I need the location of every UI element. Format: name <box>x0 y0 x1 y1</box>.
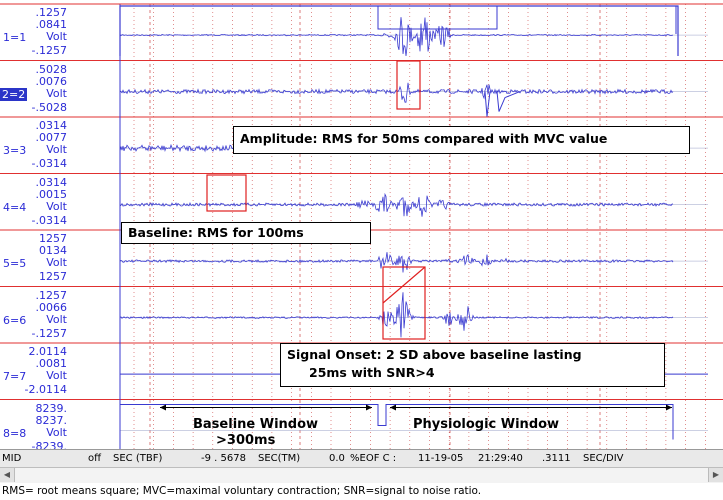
channel-scale-mid: 0134 <box>39 244 67 257</box>
amplitude-annotation: Amplitude: RMS for 50ms compared with MV… <box>233 126 690 154</box>
channel-number[interactable]: 3=3 <box>3 144 27 157</box>
channel-scale-unit: Volt <box>46 30 67 43</box>
channel-scale-unit: Volt <box>46 199 67 213</box>
channel-scale-bottom: 1257 <box>39 270 67 283</box>
channel-scale-bottom: -.0314 <box>31 157 67 170</box>
channel-scale-top: .0314 <box>35 175 68 189</box>
channel-scale-unit: Volt <box>46 86 67 100</box>
channel-label-7: 2.0114.0081 Volt -2.0114 7=7 <box>0 343 115 400</box>
channel-scale-unit: Volt <box>46 256 67 269</box>
arrow-right-head <box>666 404 672 411</box>
channel-scale-bottom: -.0314 <box>31 213 67 227</box>
channel-scale-mid: 8237. <box>35 413 68 427</box>
channel-scale-top: 2.0114 <box>28 345 68 358</box>
channel-number[interactable]: 2=2 <box>0 87 28 101</box>
channel-scale-mid: .0076 <box>35 74 68 88</box>
channel-scale-top: .1257 <box>35 288 68 302</box>
channel-scale-bottom: -2.0114 <box>24 383 67 396</box>
physiologic-window-label: Physiologic Window <box>413 417 559 432</box>
status-date: 11-19-05 <box>418 453 464 464</box>
step-pulse <box>377 6 498 30</box>
channel-number[interactable]: 6=6 <box>3 313 27 327</box>
status-time-base: SEC (TBF) <box>113 453 163 464</box>
channel-label-1: .1257.0841 Volt -.1257 1=1 <box>0 4 115 61</box>
emg-trace-plot[interactable] <box>0 0 723 449</box>
baseline-annotation-text: Baseline: RMS for 100ms <box>128 225 304 240</box>
window-marker-trace <box>119 404 674 440</box>
baseline-window-text-line2: >300ms <box>216 433 276 448</box>
channel-scale-mid: .0081 <box>35 357 68 370</box>
channel-number[interactable]: 4=4 <box>3 200 27 214</box>
arrow-left-head <box>390 404 396 411</box>
channel-scale-unit: Volt <box>46 425 67 439</box>
channel-scale-bottom: -.1257 <box>31 44 67 57</box>
channel-scale-mid: .0066 <box>35 300 68 314</box>
channel-label-8: 8239. 8237. Volt -8239. 8=8 <box>0 400 115 457</box>
horizontal-scrollbar[interactable]: ◀ ▶ <box>0 467 723 483</box>
arrow-right-head <box>366 404 372 411</box>
channel-scale-top: .0314 <box>35 119 68 132</box>
artifact-spike <box>484 91 521 117</box>
channel-scale-mid: .0077 <box>35 131 68 144</box>
signal-onset-text-line2: 25ms with SNR>4 <box>309 365 435 380</box>
signal-onset-text-line1: Signal Onset: 2 SD above baseline lastin… <box>287 347 582 362</box>
channel-label-3: .0314.0077 Volt -.0314 3=3 <box>0 117 115 174</box>
channel-label-6: .1257.0066 Volt -.1257 6=6 <box>0 287 115 344</box>
channel-scale-top: .5028 <box>35 62 68 76</box>
emg-signal-trace <box>119 192 674 217</box>
baseline-window-text-line1: Baseline Window <box>193 417 319 432</box>
status-bar: MID off SEC (TBF) -9 . 5678 SEC(TM) 0.0 … <box>0 449 723 467</box>
emg-signal-trace <box>119 292 674 338</box>
channel-number[interactable]: 7=7 <box>3 370 27 383</box>
emg-signal-trace <box>119 252 674 273</box>
channel-number[interactable]: 5=5 <box>3 257 27 270</box>
status-time-value: -9 . 5678 <box>201 453 246 464</box>
channel-scale-top: .1257 <box>35 6 68 19</box>
status-div-unit: SEC/DIV <box>583 453 624 464</box>
channel-label-2: .5028.0076 Volt -.5028 2=2 <box>0 61 115 118</box>
channel-label-4: .0314.0015 Volt -.0314 4=4 <box>0 174 115 231</box>
channel-scale-unit: Volt <box>46 312 67 326</box>
status-clock: 21:29:40 <box>478 453 523 464</box>
channel-scale-mid: .0015 <box>35 187 68 201</box>
status-time-unit: SEC(TM) <box>258 453 301 464</box>
arrow-left-head <box>160 404 166 411</box>
signal-onset-annotation: Signal Onset: 2 SD above baseline lastin… <box>280 343 665 387</box>
baseline-window-duration: >300ms <box>216 433 275 448</box>
baseline-annotation: Baseline: RMS for 100ms <box>121 222 371 244</box>
status-eof-label: %EOF C : <box>350 453 397 464</box>
amplitude-window-box <box>396 60 421 110</box>
scroll-right-arrow-icon[interactable]: ▶ <box>708 468 723 482</box>
channel-number[interactable]: 1=1 <box>3 31 27 44</box>
figure-caption: RMS= root means square; MVC=maximal volu… <box>2 485 482 497</box>
status-eof-value: 0.0 <box>329 453 345 464</box>
channel-scale-bottom: -.5028 <box>31 100 67 114</box>
status-state: off <box>88 453 102 464</box>
channel-scale-mid: .0841 <box>35 18 68 31</box>
channel-scale-top: 8239. <box>35 401 68 415</box>
physiologic-window-text: Physiologic Window <box>413 417 560 432</box>
baseline-window-label: Baseline Window <box>193 417 318 432</box>
channel-scale-unit: Volt <box>46 143 67 156</box>
baseline-window-box <box>206 174 247 212</box>
channel-scale-top: 1257 <box>39 232 67 245</box>
emg-signal-trace <box>119 17 674 57</box>
scroll-left-arrow-icon[interactable]: ◀ <box>0 468 15 482</box>
amplitude-annotation-text: Amplitude: RMS for 50ms compared with MV… <box>240 131 608 146</box>
onset-diagonal <box>382 266 426 304</box>
channel-number[interactable]: 8=8 <box>3 426 27 440</box>
channel-scale-unit: Volt <box>46 369 67 382</box>
status-mode: MID <box>2 453 22 464</box>
channel-scale-bottom: -.1257 <box>31 326 67 340</box>
channel-label-5: 1257 0134 Volt 1257 5=5 <box>0 230 115 287</box>
status-div-value: .3111 <box>542 453 571 464</box>
